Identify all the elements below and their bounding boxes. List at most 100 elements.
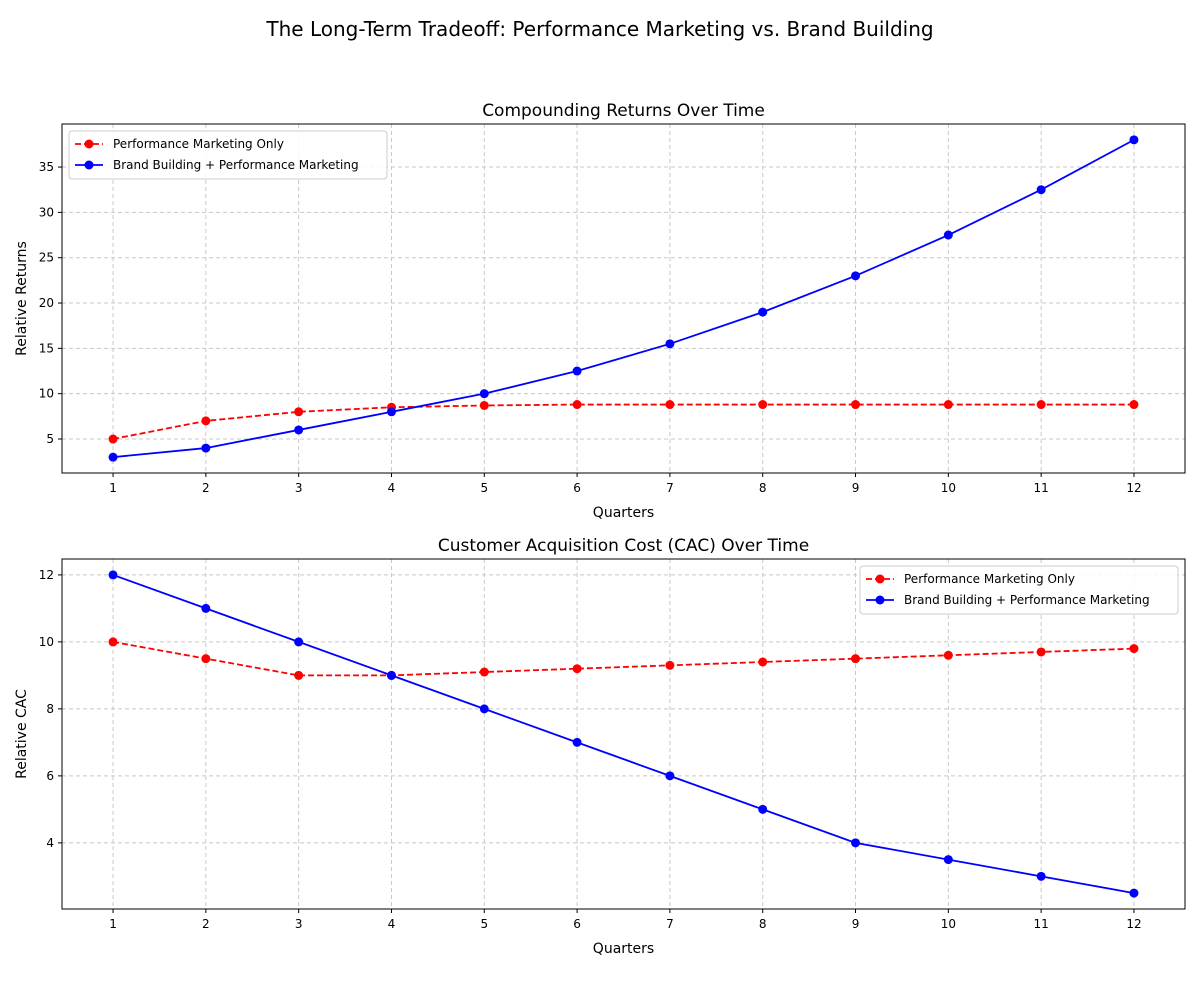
data-point [665, 339, 675, 349]
data-point [1129, 888, 1139, 898]
y-tick-label: 4 [46, 836, 54, 850]
data-point [201, 654, 211, 664]
x-tick-label: 10 [941, 481, 956, 495]
data-point [386, 670, 396, 680]
data-point [108, 637, 118, 647]
x-tick-label: 3 [295, 481, 303, 495]
data-point [1129, 644, 1139, 654]
data-point [943, 650, 953, 660]
data-point [1129, 135, 1139, 145]
data-point [294, 407, 304, 417]
data-point [479, 400, 489, 410]
data-point [108, 452, 118, 462]
data-point [572, 400, 582, 410]
legend-marker [875, 574, 885, 584]
x-tick-label: 5 [480, 917, 488, 931]
data-point [665, 400, 675, 410]
data-point [758, 400, 768, 410]
chart-1: 1 2 3 4 5 6 7 8 9 10 11 125101520253035Compounding … [14, 101, 1186, 521]
axes-frame [61, 558, 1186, 910]
data-point [665, 771, 675, 781]
legend-marker [84, 139, 94, 149]
data-point [294, 637, 304, 647]
y-tick-label: 12 [39, 568, 54, 582]
x-tick-label: 2 [202, 917, 210, 931]
data-point [479, 389, 489, 399]
series-line-1 [112, 641, 1134, 677]
axes-frame [61, 123, 1186, 474]
data-point [201, 443, 211, 453]
data-point [479, 667, 489, 677]
x-tick-label: 6 [573, 481, 581, 495]
data-point [943, 400, 953, 410]
legend-marker [875, 595, 885, 605]
y-tick-label: 35 [39, 160, 54, 174]
data-point [572, 366, 582, 376]
data-point [851, 654, 861, 664]
x-tick-label: 12 [1126, 481, 1141, 495]
legend-box [68, 130, 388, 180]
chart-title: Compounding Returns Over Time [482, 101, 765, 121]
x-tick-label: 12 [1126, 917, 1141, 931]
y-axis-label: Relative Returns [14, 241, 30, 356]
x-tick-label: 10 [941, 917, 956, 931]
data-point [1129, 400, 1139, 410]
x-tick-label: 11 [1034, 481, 1049, 495]
data-point [943, 230, 953, 240]
legend-label: Performance Marketing Only [904, 572, 1075, 586]
y-tick-label: 20 [39, 296, 54, 310]
legend-label: Brand Building + Performance Marketing [904, 593, 1150, 607]
x-tick-label: 9 [852, 481, 860, 495]
chart-title: Customer Acquisition Cost (CAC) Over Tim… [438, 536, 809, 556]
x-tick-label: 3 [295, 917, 303, 931]
data-point [201, 416, 211, 426]
series-line-1 [112, 403, 1134, 440]
x-axis-label: Quarters [593, 941, 654, 957]
data-point [1036, 647, 1046, 657]
x-tick-label: 6 [573, 917, 581, 931]
x-tick-label: 2 [202, 481, 210, 495]
data-point [108, 570, 118, 580]
series-line-2 [112, 139, 1135, 459]
x-tick-label: 4 [388, 917, 396, 931]
y-tick-label: 6 [46, 769, 54, 783]
x-tick-label: 7 [666, 481, 674, 495]
x-tick-label: 7 [666, 917, 674, 931]
data-point [479, 704, 489, 714]
data-point [572, 737, 582, 747]
y-tick-label: 15 [39, 341, 54, 355]
data-point [851, 838, 861, 848]
data-point [758, 657, 768, 667]
data-point [572, 664, 582, 674]
x-axis-label: Quarters [593, 505, 654, 521]
figure-title: The Long-Term Tradeoff: Performance Mark… [265, 17, 933, 41]
data-point [108, 434, 118, 444]
x-tick-label: 1 [109, 481, 117, 495]
legend-box [859, 565, 1179, 615]
x-tick-label: 9 [852, 917, 860, 931]
x-tick-label: 8 [759, 917, 767, 931]
data-point [1036, 871, 1046, 881]
data-point [386, 407, 396, 417]
y-axis-label: Relative CAC [14, 689, 30, 779]
y-tick-label: 25 [39, 251, 54, 265]
data-point [758, 307, 768, 317]
data-point [201, 603, 211, 613]
x-tick-label: 8 [759, 481, 767, 495]
legend-marker [84, 160, 94, 170]
legend-label: Performance Marketing Only [113, 137, 284, 151]
y-tick-label: 5 [46, 432, 54, 446]
x-tick-label: 1 [109, 917, 117, 931]
x-tick-label: 11 [1034, 917, 1049, 931]
x-tick-label: 5 [480, 481, 488, 495]
y-tick-label: 30 [39, 205, 54, 219]
data-point [943, 855, 953, 865]
y-tick-label: 8 [46, 702, 54, 716]
data-point [294, 425, 304, 435]
y-tick-label: 10 [39, 387, 54, 401]
data-point [665, 660, 675, 670]
data-point [1036, 185, 1046, 195]
